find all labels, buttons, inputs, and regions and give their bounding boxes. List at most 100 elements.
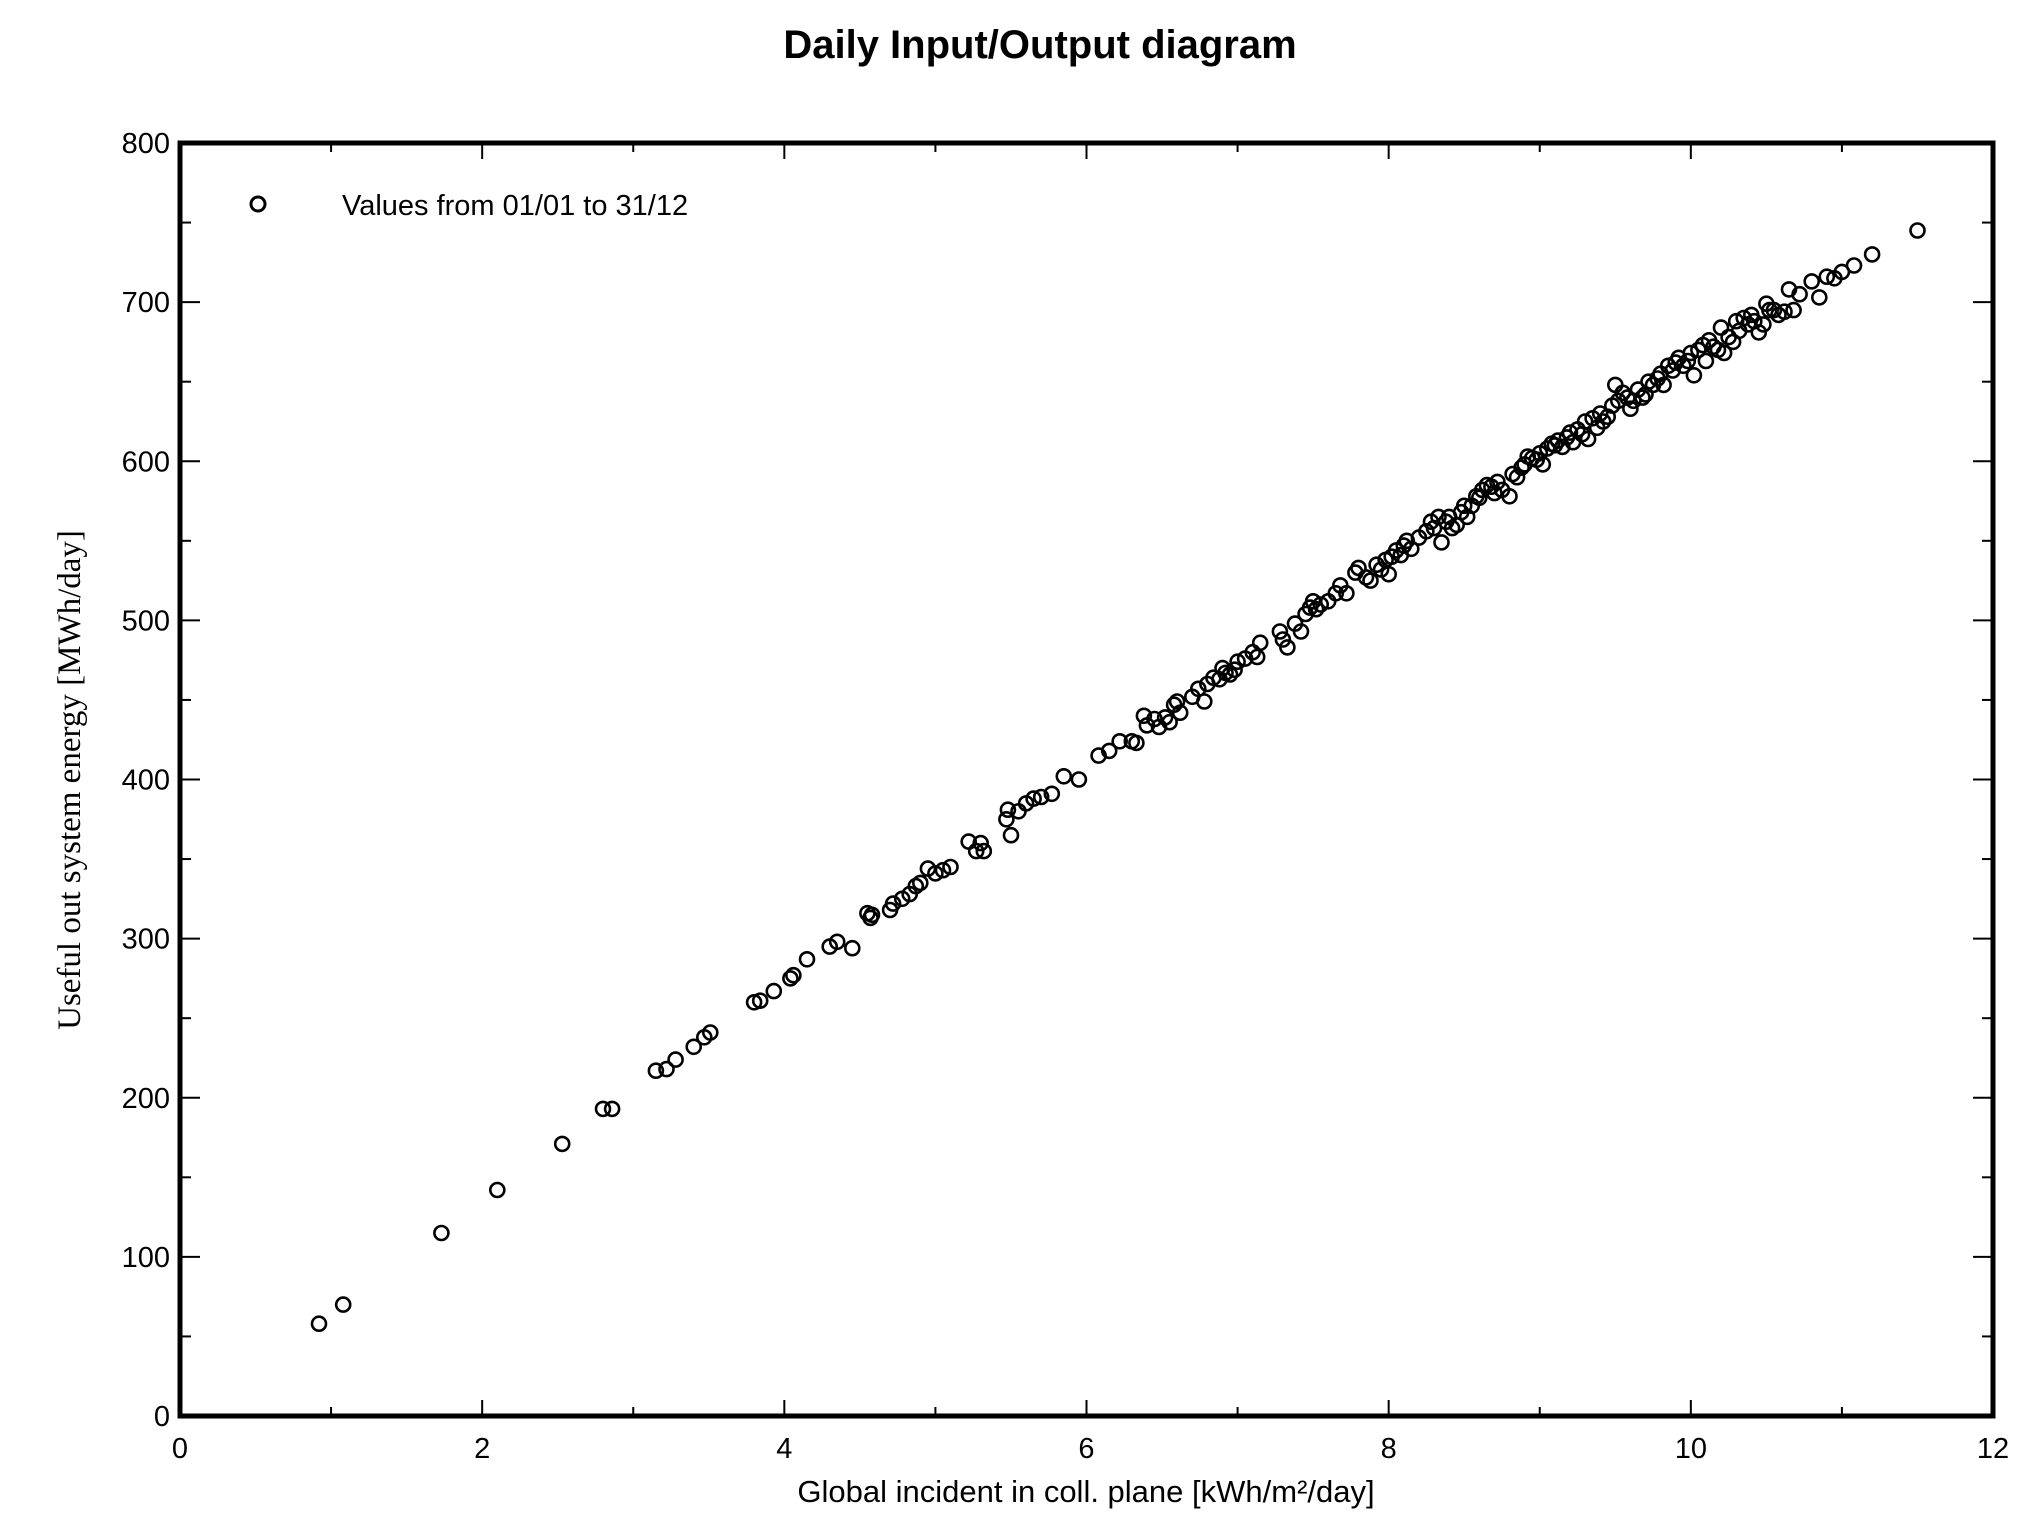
data-point <box>927 865 944 882</box>
data-point <box>1455 497 1473 515</box>
data-point <box>1818 268 1836 286</box>
data-point <box>1433 534 1450 551</box>
data-point <box>433 1224 450 1242</box>
data-point <box>1501 487 1518 505</box>
data-point <box>1307 600 1325 618</box>
x-tick-label: 10 <box>1675 1433 1707 1465</box>
data-point <box>751 992 769 1010</box>
data-point <box>1679 352 1697 370</box>
data-point <box>1791 285 1808 303</box>
data-point <box>1279 639 1296 656</box>
data-point <box>967 842 985 860</box>
data-point <box>1380 565 1397 583</box>
data-point <box>1168 693 1186 710</box>
data-point <box>1338 584 1355 602</box>
data-point <box>1845 257 1863 274</box>
data-point <box>765 982 783 1000</box>
data-point <box>1594 413 1612 430</box>
data-point <box>1682 344 1700 362</box>
data-point <box>1776 303 1793 321</box>
data-point <box>685 1038 703 1056</box>
data-point <box>975 842 993 860</box>
data-point <box>934 861 952 879</box>
data-point <box>1226 661 1243 679</box>
data-point <box>1229 653 1246 671</box>
data-point <box>1362 572 1379 589</box>
data-point <box>553 1135 571 1153</box>
data-point <box>1750 324 1768 341</box>
data-point <box>594 1100 612 1118</box>
y-tick-label: 800 <box>122 128 170 160</box>
legend-marker-circle <box>249 195 267 213</box>
data-point <box>828 933 846 951</box>
data-point <box>701 1024 719 1041</box>
data-point <box>1534 456 1552 473</box>
data-point <box>1508 468 1526 486</box>
x-tick-label: 0 <box>172 1433 188 1465</box>
data-point <box>1025 790 1042 807</box>
data-point <box>1634 389 1651 406</box>
data-point <box>658 1060 675 1078</box>
data-point <box>1221 666 1239 683</box>
data-point <box>1350 559 1367 577</box>
data-point <box>942 858 959 876</box>
data-point <box>1697 352 1715 370</box>
data-point <box>1292 623 1310 640</box>
x-axis-label: Global incident in coll. plane [kWh/m²/d… <box>797 1474 1374 1509</box>
legend: Values from 01/01 to 31/12 <box>249 190 688 222</box>
x-tick-label: 4 <box>776 1433 792 1465</box>
data-point <box>1715 344 1733 362</box>
data-point <box>1251 634 1269 652</box>
data-point <box>310 1315 328 1332</box>
data-point <box>1755 316 1772 333</box>
y-tick-label: 100 <box>122 1242 170 1274</box>
data-point <box>1135 707 1153 725</box>
x-tick-label: 12 <box>1977 1433 2009 1465</box>
y-tick-label: 400 <box>122 765 170 797</box>
data-point <box>1712 319 1730 336</box>
data-point <box>1765 301 1783 319</box>
data-point <box>1002 826 1020 844</box>
data-point <box>1111 732 1128 750</box>
data-point <box>1161 713 1178 731</box>
y-tick-label: 600 <box>122 446 170 478</box>
data-point <box>999 801 1017 819</box>
data-point <box>1579 430 1597 448</box>
data-point <box>647 1062 665 1079</box>
data-point <box>1909 222 1926 239</box>
data-point <box>1803 273 1820 290</box>
data-point <box>1312 596 1329 613</box>
data-point <box>1403 540 1420 558</box>
y-tick-label: 500 <box>122 605 170 637</box>
data-point <box>782 970 799 987</box>
data-point <box>972 834 990 852</box>
data-point <box>1271 623 1289 640</box>
data-point <box>334 1296 352 1313</box>
data-point <box>1614 384 1632 402</box>
data-point <box>1591 405 1609 422</box>
data-point <box>1055 767 1073 785</box>
data-point <box>603 1100 621 1118</box>
data-point <box>884 895 902 912</box>
x-tick-label: 2 <box>474 1433 490 1465</box>
x-tick-label: 8 <box>1381 1433 1397 1465</box>
y-axis-label: Useful out system energy [MWh/day] <box>52 530 88 1030</box>
data-point <box>785 966 802 984</box>
data-point <box>1171 704 1189 722</box>
data-point <box>1785 301 1802 319</box>
data-point <box>863 906 881 924</box>
data-point <box>1128 734 1145 752</box>
data-points <box>310 222 1926 1332</box>
data-point <box>1486 484 1503 502</box>
data-point <box>1156 709 1174 726</box>
y-tick-label: 700 <box>122 287 170 319</box>
data-point <box>1690 341 1707 359</box>
data-point <box>1146 710 1163 728</box>
data-point <box>1196 693 1213 710</box>
y-axis: 0 100 200 300 400 500 600 700 800 <box>122 128 1993 1433</box>
data-point <box>1863 246 1881 263</box>
data-point <box>843 939 861 957</box>
data-point <box>488 1181 506 1199</box>
y-tick-label: 0 <box>154 1401 170 1433</box>
data-point <box>911 874 929 892</box>
